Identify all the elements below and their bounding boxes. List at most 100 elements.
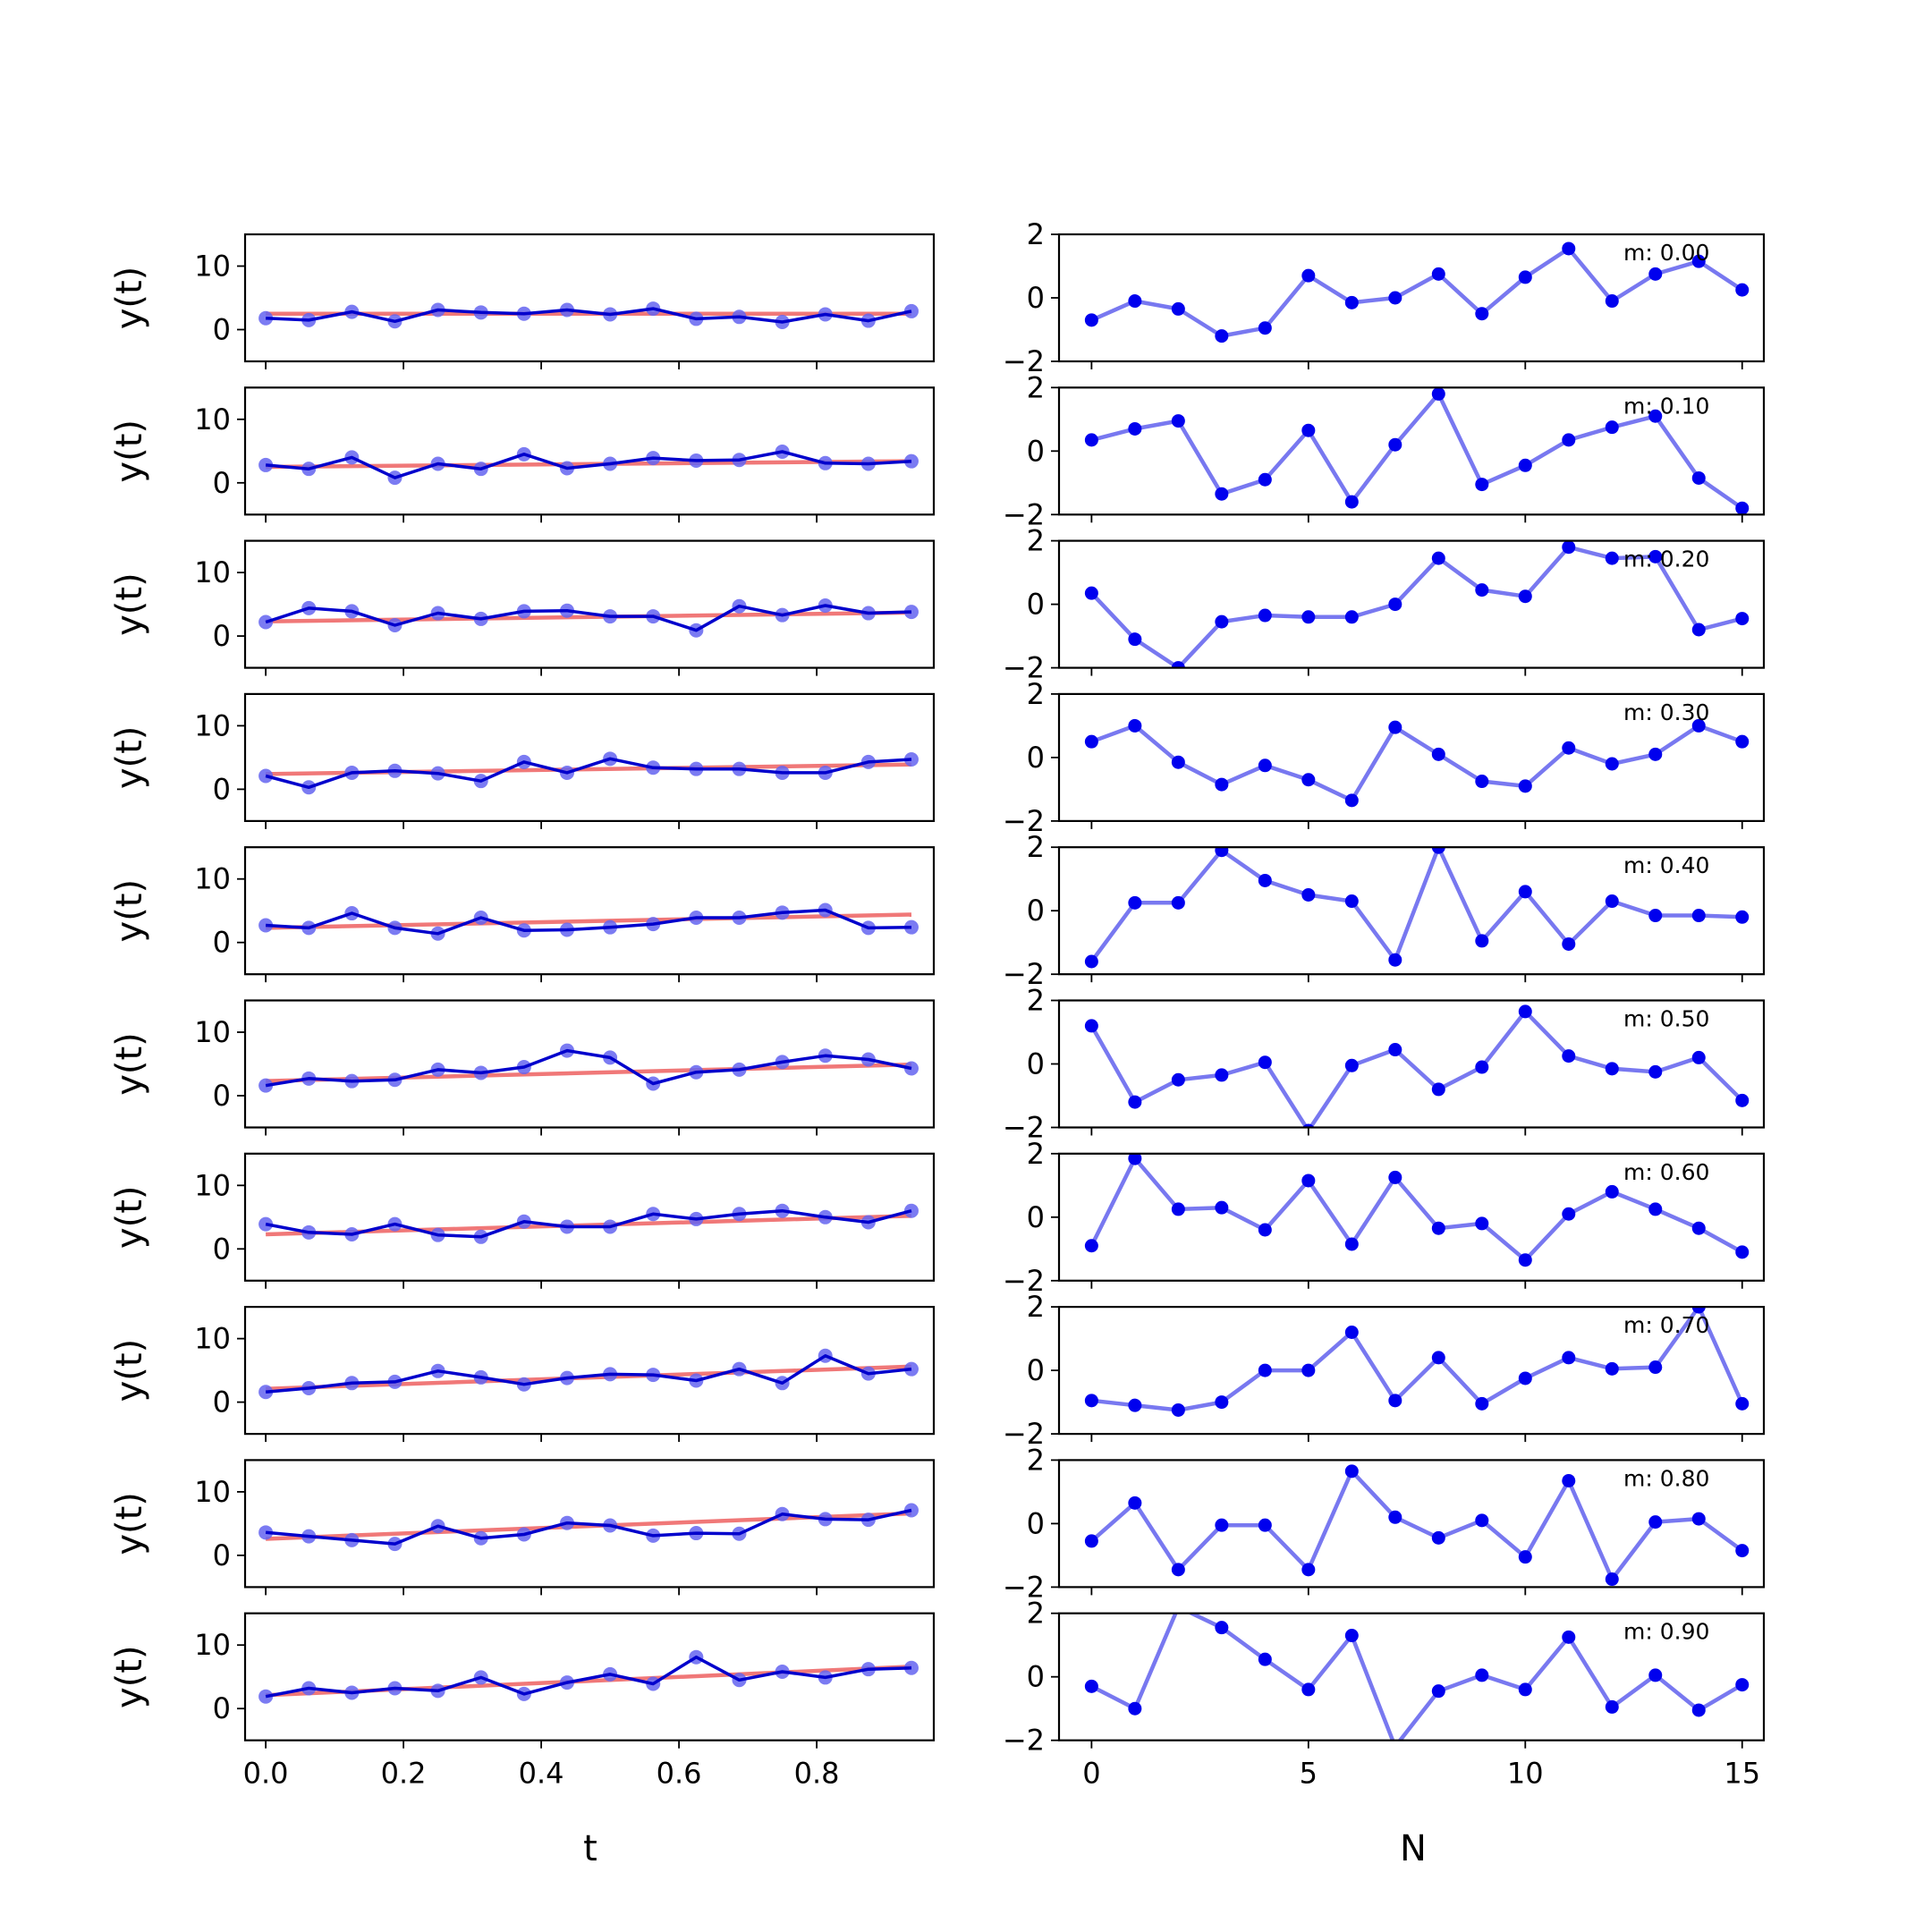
right-plot-area	[1084, 1004, 1750, 1128]
residual-point	[1691, 470, 1706, 485]
residual-point	[1562, 1351, 1576, 1365]
residual-point	[1084, 734, 1098, 749]
y-tick-label: 2	[1027, 830, 1045, 864]
residual-point	[1562, 936, 1576, 951]
residual-point	[1735, 501, 1750, 515]
right-panel-2: m: 0.20 −2 0 2	[1003, 524, 1766, 685]
left-panel-frame	[243, 1305, 936, 1436]
y-tick-label: 0	[1027, 434, 1045, 468]
residual-point	[1605, 294, 1619, 309]
left-panel-frame	[243, 692, 936, 823]
right-panel-9: m: 0.90 −2 0 2 0 5 10 15	[1003, 1597, 1766, 1791]
residual-point	[1735, 612, 1750, 626]
y-tick-label: 10	[194, 555, 231, 589]
residual-point	[1562, 741, 1576, 755]
right-x-axis-label: N	[1400, 1828, 1427, 1869]
left-plot-area	[258, 902, 919, 941]
residual-point	[1388, 1394, 1402, 1408]
residual-point	[1691, 1703, 1706, 1717]
y-tick-label: 0	[213, 772, 231, 806]
residual-point	[1171, 1402, 1185, 1417]
trend-line	[266, 1214, 912, 1237]
y-tick-label: −2	[1003, 1570, 1045, 1604]
residual-point	[1388, 597, 1402, 612]
observed-line	[265, 604, 912, 632]
residual-point	[1344, 793, 1359, 808]
residual-point	[1735, 734, 1750, 749]
y-tick-label: 0	[1027, 741, 1045, 775]
y-axis-label: y(t)	[109, 1186, 150, 1250]
residual-point	[1388, 291, 1402, 305]
residual-point	[1171, 1563, 1185, 1577]
residual-point	[1648, 549, 1663, 564]
residual-line	[1090, 392, 1744, 511]
left-panel-frame	[243, 999, 936, 1129]
residual-line	[1089, 1156, 1743, 1262]
y-tick-label: 10	[194, 1168, 231, 1202]
trend-line	[266, 610, 912, 624]
y-tick-label: 0	[213, 1079, 231, 1113]
residual-point	[1605, 1699, 1619, 1714]
x-tick-label: 5	[1300, 1757, 1318, 1791]
residual-point	[1215, 1200, 1229, 1215]
y-tick-label: 2	[1027, 370, 1045, 404]
m-annotation: m: 0.50	[1623, 1006, 1709, 1032]
right-plot-area	[1084, 540, 1750, 668]
residual-point	[1518, 885, 1532, 899]
residual-point	[1388, 720, 1402, 734]
y-tick-label: 2	[1027, 524, 1045, 558]
right-panel-8: m: 0.80 −2 0 2	[1003, 1443, 1766, 1604]
y-tick-label: −2	[1003, 651, 1045, 685]
y-tick-label: −2	[1003, 1264, 1045, 1298]
residual-point	[1562, 1049, 1576, 1063]
observed-point	[258, 1385, 274, 1400]
y-axis-label: y(t)	[109, 572, 150, 636]
left-panel-4: 0 10 y(t)	[109, 846, 936, 983]
residual-point	[1301, 1563, 1316, 1577]
x-tick-label: 0.2	[381, 1757, 427, 1791]
observed-point	[258, 1689, 274, 1704]
right-panel-6: m: 0.60 −2 0 2	[1003, 1137, 1766, 1298]
residual-point	[1691, 1221, 1706, 1235]
residual-point	[1648, 747, 1663, 761]
residual-point	[1128, 421, 1142, 436]
residual-line	[1089, 847, 1742, 963]
residual-point	[1518, 779, 1532, 793]
residual-point	[1735, 283, 1750, 297]
y-tick-label: 0	[1027, 894, 1045, 928]
left-panel-frame	[243, 233, 936, 363]
residual-point	[1475, 583, 1489, 597]
residual-point	[1431, 1351, 1445, 1365]
residual-point	[1258, 1652, 1272, 1666]
residual-point	[1475, 775, 1489, 789]
residual-point	[1171, 895, 1185, 910]
residual-point	[1475, 478, 1489, 492]
residual-point	[1344, 894, 1359, 909]
right-plot-area	[1084, 1153, 1750, 1267]
residual-point	[1171, 755, 1185, 769]
residual-point	[1215, 777, 1229, 792]
right-plot-area	[1084, 1307, 1750, 1417]
y-tick-label: −2	[1003, 804, 1045, 838]
residual-point	[1605, 1361, 1619, 1376]
residual-point	[1388, 1170, 1402, 1184]
y-tick-label: 0	[1027, 1353, 1045, 1387]
residual-point	[1648, 1360, 1663, 1375]
residual-point	[1301, 610, 1316, 624]
residual-point	[1518, 1253, 1532, 1267]
observed-line	[266, 307, 912, 324]
y-tick-label: 0	[1027, 1660, 1045, 1694]
residual-point	[1084, 1394, 1098, 1408]
m-annotation: m: 0.60	[1623, 1159, 1709, 1185]
x-tick-label: 0.6	[657, 1757, 702, 1791]
left-plot-area	[258, 301, 919, 329]
residual-point	[1301, 423, 1316, 437]
observed-line	[265, 1354, 912, 1394]
y-axis-label: y(t)	[109, 267, 150, 330]
residual-point	[1301, 773, 1316, 787]
residual-point	[1475, 1216, 1489, 1231]
y-tick-label: 10	[194, 1628, 231, 1662]
y-tick-label: 0	[213, 1385, 231, 1419]
y-tick-label: 0	[213, 466, 231, 500]
residual-point	[1128, 294, 1142, 309]
